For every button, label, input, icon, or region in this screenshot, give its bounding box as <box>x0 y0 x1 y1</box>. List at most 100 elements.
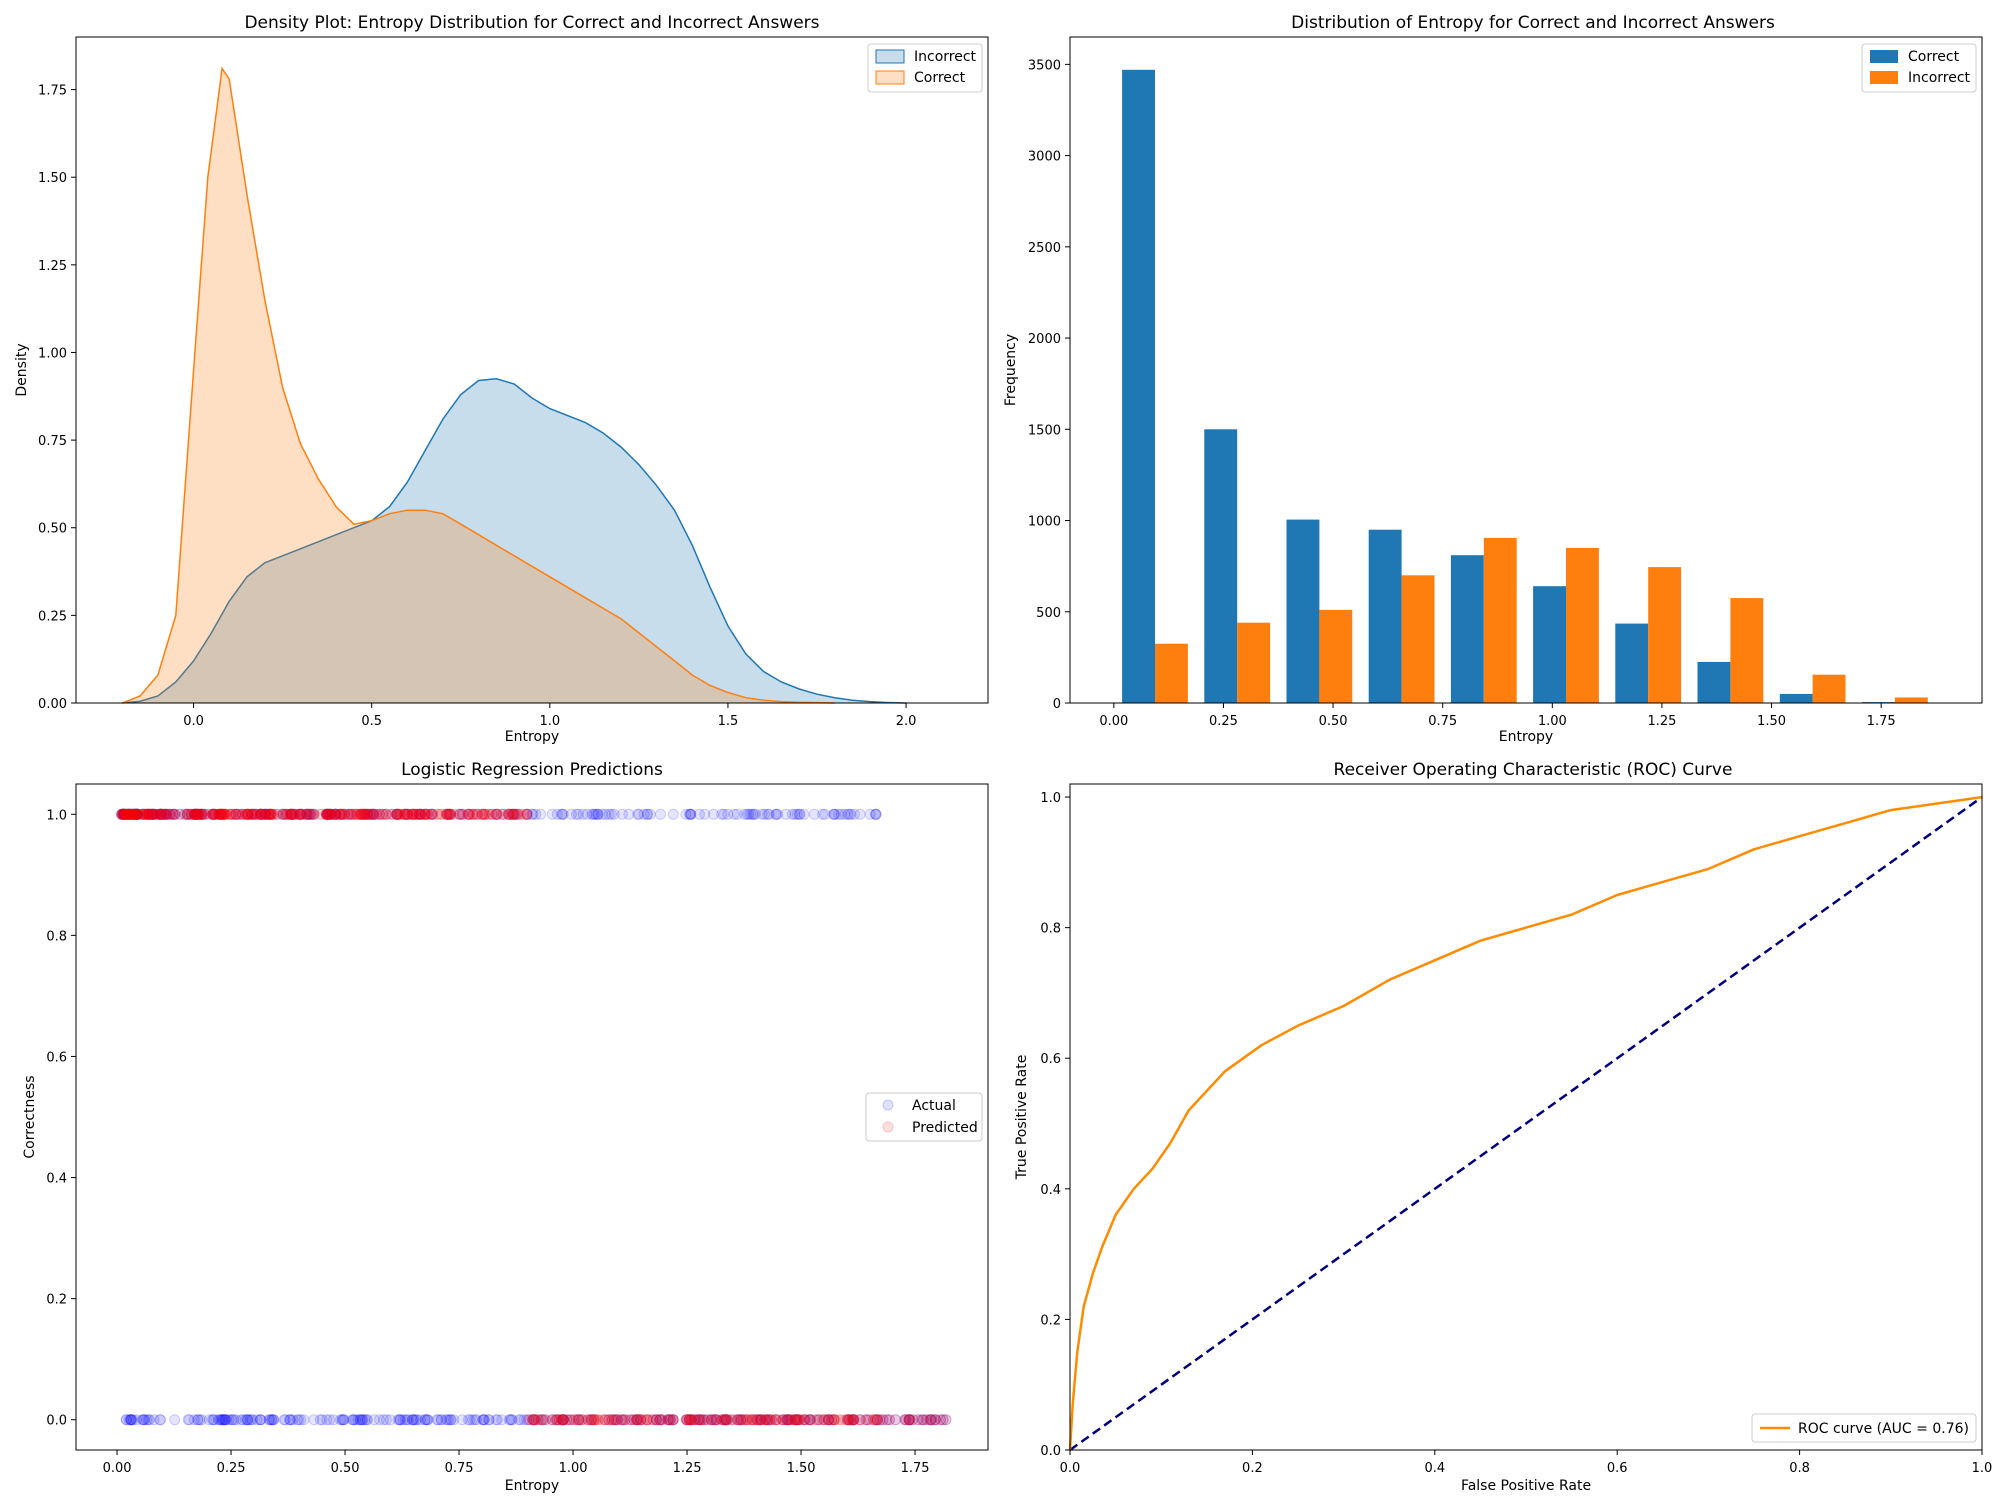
actual-point <box>711 1414 723 1426</box>
actual-point <box>278 1414 290 1426</box>
predicted-point <box>718 1414 730 1426</box>
predicted-point <box>650 1414 662 1426</box>
predicted-point <box>681 1414 693 1426</box>
actual-point <box>130 808 142 820</box>
predicted-point <box>149 808 161 820</box>
actual-point <box>582 1414 594 1426</box>
predicted-point <box>608 1414 620 1426</box>
roc-x-tick-label: 0.6 <box>1607 1461 1628 1476</box>
predicted-point <box>763 1414 775 1426</box>
actual-point <box>937 1414 949 1426</box>
histogram-xlabel: Entropy <box>1499 729 1553 745</box>
predicted-point <box>215 808 227 820</box>
actual-point <box>277 808 289 820</box>
predicted-point <box>705 1414 717 1426</box>
actual-point <box>608 1414 620 1426</box>
actual-point <box>394 1414 406 1426</box>
actual-point <box>391 808 403 820</box>
predicted-point <box>208 808 219 820</box>
actual-point <box>351 808 363 820</box>
histogram-bar-correct <box>1286 519 1320 703</box>
actual-point <box>803 1414 815 1426</box>
predicted-point <box>777 1414 788 1426</box>
predicted-point <box>789 1414 801 1426</box>
actual-point <box>467 808 479 820</box>
predicted-point <box>532 1414 544 1426</box>
actual-point <box>399 808 411 820</box>
predicted-point <box>600 1414 612 1426</box>
actual-point <box>749 808 761 820</box>
predicted-point <box>329 808 341 820</box>
predicted-point <box>380 808 392 820</box>
predicted-point <box>328 808 339 820</box>
actual-point <box>881 1414 893 1426</box>
actual-point <box>193 808 205 820</box>
predicted-point <box>359 808 371 820</box>
predicted-point <box>207 808 219 820</box>
actual-point <box>295 1414 307 1426</box>
actual-point <box>322 808 334 820</box>
predicted-point <box>233 808 244 820</box>
logistic-xlabel: Entropy <box>505 1478 559 1494</box>
actual-point <box>770 808 782 820</box>
predicted-point <box>608 1414 620 1426</box>
actual-point <box>745 808 757 820</box>
predicted-point <box>314 808 326 820</box>
actual-point <box>818 1414 830 1426</box>
actual-point <box>890 1414 901 1426</box>
actual-point <box>219 1414 231 1426</box>
actual-point <box>251 808 262 820</box>
actual-point <box>281 808 293 820</box>
actual-point <box>284 1414 295 1426</box>
logistic-y-tick-label: 0.6 <box>46 1050 67 1065</box>
density-plot-frame <box>75 36 989 704</box>
actual-point <box>324 1414 336 1426</box>
predicted-point <box>726 1414 738 1426</box>
histogram-bar-correct <box>1779 693 1813 703</box>
predicted-point <box>890 1414 901 1426</box>
actual-point <box>410 808 422 820</box>
actual-point <box>249 808 261 820</box>
predicted-point <box>265 808 277 820</box>
predicted-point <box>496 808 508 820</box>
actual-point <box>362 1414 374 1426</box>
logistic-y-tick-label: 0.0 <box>46 1414 67 1429</box>
predicted-point <box>402 808 414 820</box>
actual-point <box>720 1414 732 1426</box>
actual-point <box>603 1414 615 1426</box>
predicted-point <box>432 808 444 820</box>
predicted-point <box>513 808 525 820</box>
actual-point <box>688 1414 700 1426</box>
predicted-point <box>720 1414 732 1426</box>
logistic-x-tick-label: 0.00 <box>103 1461 132 1476</box>
predicted-point <box>348 808 360 820</box>
actual-point <box>877 1414 889 1426</box>
actual-point <box>336 1414 348 1426</box>
predicted-point <box>120 808 132 820</box>
actual-point <box>662 1414 674 1426</box>
actual-point <box>848 1414 859 1426</box>
predicted-point <box>125 808 137 820</box>
actual-point <box>356 808 368 820</box>
actual-point <box>477 1414 489 1426</box>
actual-point <box>789 1414 801 1426</box>
actual-point <box>116 808 128 820</box>
predicted-point <box>136 808 148 820</box>
predicted-point <box>803 1414 815 1426</box>
predicted-point <box>330 808 342 820</box>
predicted-point <box>140 808 152 820</box>
predicted-point <box>147 808 159 820</box>
actual-point <box>215 808 227 820</box>
predicted-point <box>277 808 289 820</box>
predicted-point <box>198 808 210 820</box>
actual-point <box>462 1414 474 1426</box>
actual-point <box>118 808 130 820</box>
predicted-point <box>351 808 363 820</box>
actual-point <box>903 1414 915 1426</box>
actual-point <box>208 808 220 820</box>
predicted-point <box>798 1414 810 1426</box>
predicted-point <box>203 808 215 820</box>
actual-point <box>731 808 743 820</box>
predicted-point <box>368 808 380 820</box>
histogram-x-tick-label: 1.00 <box>1538 714 1567 729</box>
